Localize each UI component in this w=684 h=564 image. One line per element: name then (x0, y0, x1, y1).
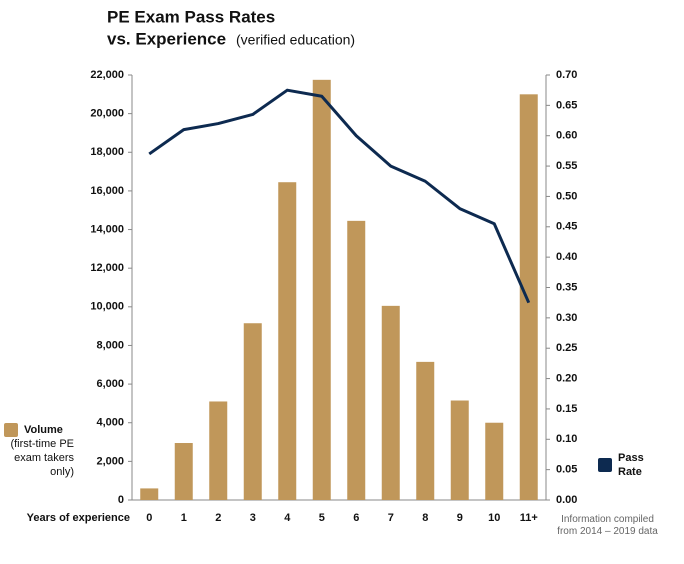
chart-subtitle: (verified education) (236, 32, 355, 48)
legend-item: Pass Rate (598, 451, 658, 479)
y-tick-label: 4,000 (96, 417, 124, 429)
x-tick-label: 3 (250, 512, 256, 524)
x-axis-label: Years of experience (27, 512, 130, 524)
x-tick-label: 0 (146, 512, 152, 524)
legend-label: Pass Rate (618, 452, 644, 478)
y-tick-label: 14,000 (90, 223, 124, 235)
y2-tick-label: 0.30 (556, 312, 577, 324)
y2-tick-label: 0.45 (556, 221, 577, 233)
y2-tick-label: 0.20 (556, 372, 577, 384)
y2-tick-label: 0.00 (556, 494, 577, 506)
bar (416, 361, 435, 500)
x-tick-label: 6 (353, 512, 359, 524)
x-tick-label: 10 (488, 512, 500, 524)
bar (243, 323, 262, 500)
x-tick-label: 1 (181, 512, 187, 524)
x-tick-label: 9 (457, 512, 463, 524)
y2-tick-label: 0.70 (556, 69, 577, 81)
x-tick-label: 7 (388, 512, 394, 524)
y-tick-label: 12,000 (90, 262, 124, 274)
y-tick-label: 22,000 (90, 69, 124, 81)
y2-tick-label: 0.25 (556, 342, 577, 354)
y2-tick-label: 0.40 (556, 251, 577, 263)
bar (140, 488, 159, 500)
y-tick-label: 10,000 (90, 301, 124, 313)
legend-swatch (4, 423, 18, 437)
bar (174, 443, 193, 500)
x-tick-label: 5 (319, 512, 325, 524)
y-tick-label: 16,000 (90, 185, 124, 197)
legend-item: Volume (4, 423, 76, 437)
y2-tick-label: 0.65 (556, 99, 577, 111)
y-tick-label: 18,000 (90, 146, 124, 158)
x-tick-label: 11+ (520, 512, 538, 524)
bar (450, 400, 469, 500)
bar (381, 305, 400, 500)
y2-tick-label: 0.50 (556, 190, 577, 202)
bar (485, 422, 504, 500)
footnote: Information compiled from 2014 – 2019 da… (557, 514, 658, 537)
y-tick-label: 6,000 (96, 378, 124, 390)
y2-tick-label: 0.15 (556, 403, 577, 415)
legend-swatch (598, 458, 612, 472)
y2-tick-label: 0.55 (556, 160, 577, 172)
y2-tick-label: 0.35 (556, 281, 577, 293)
y2-tick-label: 0.10 (556, 433, 577, 445)
x-tick-label: 8 (422, 512, 428, 524)
y-tick-label: 20,000 (90, 108, 124, 120)
y2-tick-label: 0.60 (556, 130, 577, 142)
bar (209, 401, 228, 500)
x-tick-label: 2 (215, 512, 221, 524)
bar (278, 182, 297, 500)
y-tick-label: 2,000 (96, 455, 124, 467)
legend-label: Volume (24, 424, 63, 436)
chart-title: vs. Experience (107, 29, 226, 48)
y-tick-label: 0 (118, 494, 124, 506)
legend: Volume (first-time PE exam takers only) (4, 423, 76, 479)
bar (347, 220, 366, 500)
bar (312, 79, 331, 501)
line (148, 88, 531, 304)
chart-title: PE Exam Pass Rates (107, 7, 275, 26)
y2-tick-label: 0.05 (556, 464, 577, 476)
x-tick-label: 4 (284, 512, 291, 524)
bar (519, 94, 538, 501)
y-tick-label: 8,000 (96, 339, 124, 351)
legend-note: (first-time PE exam takers only) (10, 438, 74, 478)
